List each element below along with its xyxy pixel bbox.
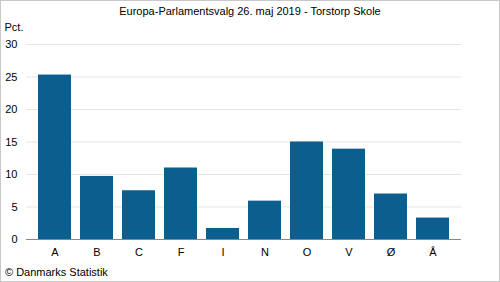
svg-text:O: O <box>303 246 312 258</box>
html-text:© Danmarks Statistik: © Danmarks Statistik <box>5 266 108 278</box>
svg-text:A: A <box>51 246 59 258</box>
svg-text:10: 10 <box>5 168 17 180</box>
svg-text:Pct.: Pct. <box>5 21 24 33</box>
svg-text:30: 30 <box>5 38 17 50</box>
svg-text:Ø: Ø <box>387 246 396 258</box>
svg-text:15: 15 <box>5 136 17 148</box>
svg-text:0: 0 <box>11 233 17 245</box>
svg-text:25: 25 <box>5 71 17 83</box>
svg-text:I: I <box>221 246 224 258</box>
svg-text:C: C <box>135 246 143 258</box>
svg-text:N: N <box>261 246 269 258</box>
svg-text:V: V <box>345 246 353 258</box>
svg-text:Å: Å <box>429 246 437 258</box>
svg-text:5: 5 <box>11 201 17 213</box>
svg-text:F: F <box>178 246 185 258</box>
html-text:Europa-Parlamentsvalg 26. maj: Europa-Parlamentsvalg 26. maj 2019 - Tor… <box>119 5 381 17</box>
svg-text:B: B <box>93 246 100 258</box>
svg-text:20: 20 <box>5 103 17 115</box>
